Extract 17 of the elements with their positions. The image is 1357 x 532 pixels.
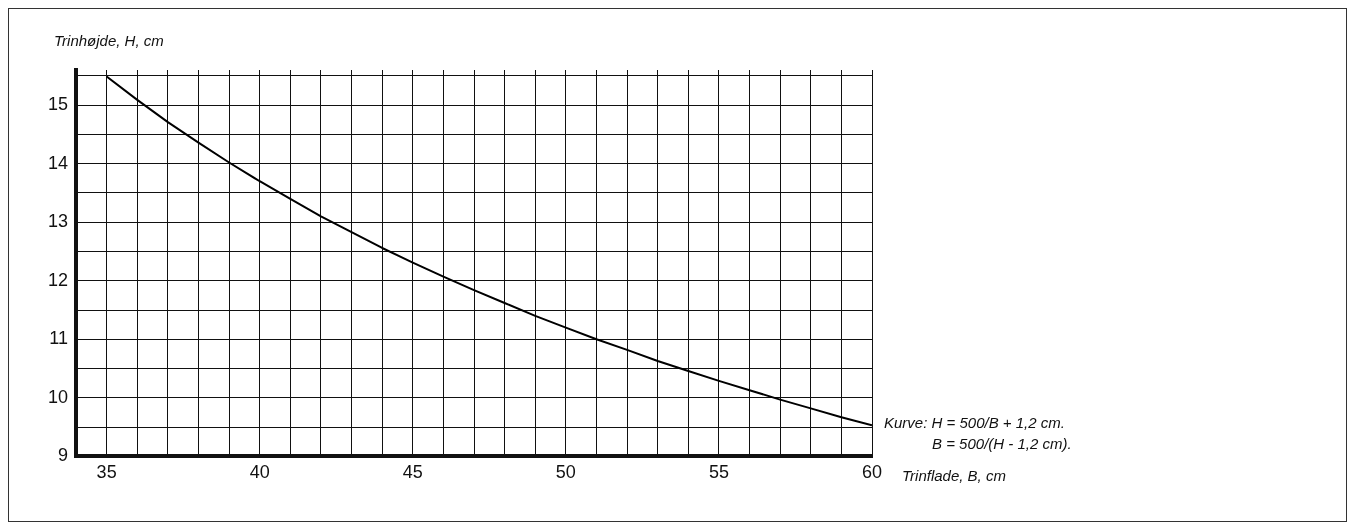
x-tick-label: 45 <box>402 462 423 483</box>
x-tick-label: 55 <box>708 462 729 483</box>
x-tick-label: 50 <box>555 462 576 483</box>
x-tick-label: 60 <box>861 462 883 483</box>
y-tick-label: 11 <box>49 328 69 349</box>
y-axis-title: Trinhøjde, H, cm <box>54 32 164 50</box>
x-tick-label: 40 <box>249 462 270 483</box>
y-tick-label: 12 <box>47 269 69 290</box>
y-tick-label: 13 <box>47 211 69 232</box>
y-tick-label: 9 <box>58 445 69 466</box>
text: B = 500/(H - 1,2 cm). <box>932 434 1072 452</box>
y-tick-label: 14 <box>47 152 69 173</box>
y-tick-label: 15 <box>47 94 69 115</box>
x-axis-title: Trinflade, B, cm <box>902 466 1006 484</box>
text: Kurve: H = 500/B + 1,2 cm. <box>884 413 1065 431</box>
y-tick-label: 10 <box>47 386 69 407</box>
x-tick-label: 35 <box>96 462 117 483</box>
